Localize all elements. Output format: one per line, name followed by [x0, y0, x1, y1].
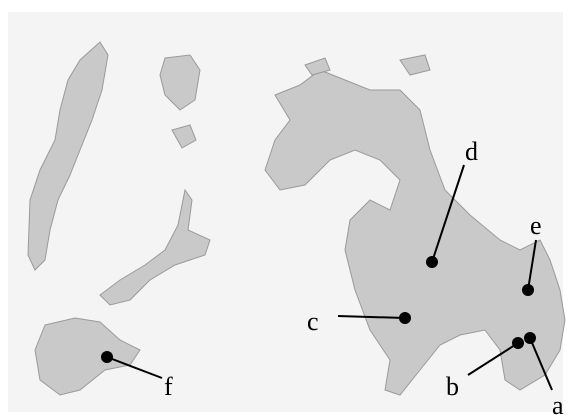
marker-dot	[101, 351, 113, 363]
marker-label: d	[465, 137, 478, 166]
marker-label: f	[164, 372, 173, 401]
marker-label: c	[307, 307, 319, 336]
marker-label: b	[446, 372, 459, 401]
map: a b c d e f	[0, 0, 571, 419]
marker-dot	[524, 332, 536, 344]
marker-label: e	[530, 211, 542, 240]
marker-label: a	[552, 391, 564, 419]
marker-dot	[512, 337, 524, 349]
marker-dot	[399, 312, 411, 324]
marker-dot	[522, 284, 534, 296]
marker-dot	[426, 256, 438, 268]
